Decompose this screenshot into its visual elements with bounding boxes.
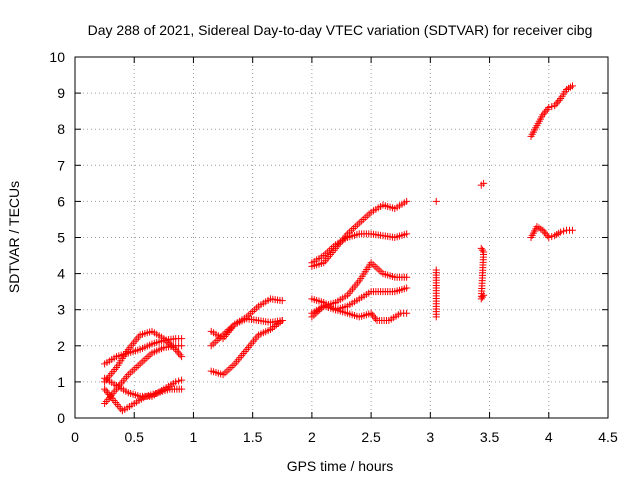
data-point — [367, 309, 375, 317]
data-point — [278, 317, 286, 325]
data-point — [545, 234, 553, 241]
x-tick-label: 3 — [426, 429, 434, 445]
y-tick-label: 10 — [49, 49, 65, 65]
series-arc-h — [207, 317, 286, 379]
data-point — [175, 377, 183, 385]
y-tick-label: 7 — [57, 157, 65, 173]
data-point — [403, 284, 411, 292]
data-point — [539, 226, 547, 234]
data-point — [105, 391, 113, 399]
x-tick-label: 2 — [308, 429, 316, 445]
data-point — [104, 389, 112, 397]
data-point — [176, 351, 184, 359]
data-point — [542, 230, 550, 238]
data-point — [548, 103, 556, 111]
y-tick-label: 1 — [57, 374, 65, 390]
series-arc-n — [432, 197, 440, 321]
data-point — [178, 385, 186, 393]
data-point — [173, 347, 181, 355]
data-point — [480, 291, 488, 299]
data-point — [480, 179, 488, 187]
data-point — [372, 315, 380, 323]
data-point — [403, 309, 411, 317]
x-tick-label: 2.5 — [361, 429, 381, 445]
data-point — [175, 349, 183, 357]
data-point — [568, 82, 576, 90]
data-point — [560, 227, 568, 235]
data-point — [551, 102, 559, 110]
x-tick-label: 0 — [71, 429, 79, 445]
data-point — [542, 107, 550, 115]
y-tick-label: 0 — [57, 410, 65, 426]
data-point — [548, 233, 556, 241]
data-point — [543, 232, 551, 240]
series-arc-i — [308, 197, 411, 270]
data-point — [540, 109, 548, 117]
data-point — [552, 100, 560, 108]
data-point — [432, 313, 440, 321]
axis-ticks: 0 0.5 1 1.5 2 2.5 3 3.5 4 4.5 0 1 2 3 4 5 6 7 8 9 10 — [49, 49, 618, 445]
grid — [75, 57, 608, 418]
series-arc-p — [527, 82, 576, 140]
x-axis-label: GPS time / hours — [287, 458, 394, 474]
data-point — [539, 111, 547, 119]
y-tick-label: 9 — [57, 85, 65, 101]
data-point — [101, 385, 109, 393]
data-point — [403, 230, 411, 238]
series-arc-c — [101, 342, 186, 408]
data-point — [403, 273, 411, 281]
chart-title: Day 288 of 2021, Sidereal Day-to-day VTE… — [88, 22, 593, 38]
series-arc-k — [308, 259, 411, 321]
data-point — [477, 295, 485, 303]
data-point — [370, 313, 378, 321]
data-point — [178, 353, 186, 361]
data-point — [545, 104, 553, 112]
series-arc-j — [308, 230, 411, 267]
y-tick-label: 6 — [57, 193, 65, 209]
data-point — [557, 228, 565, 236]
x-tick-label: 4 — [545, 429, 553, 445]
data-point — [478, 246, 486, 254]
x-tick-label: 1.5 — [243, 429, 263, 445]
data-point — [178, 335, 186, 343]
data-point — [178, 342, 186, 350]
data-point — [478, 293, 486, 301]
data-point — [432, 197, 440, 205]
data-points — [101, 82, 576, 415]
data-point — [178, 376, 186, 384]
data-point — [172, 378, 180, 386]
x-tick-label: 0.5 — [124, 429, 144, 445]
series-arc-e — [101, 374, 186, 400]
x-tick-label: 1 — [190, 429, 198, 445]
y-tick-label: 3 — [57, 302, 65, 318]
data-point — [554, 98, 562, 106]
y-tick-label: 8 — [57, 121, 65, 137]
data-point — [555, 96, 563, 104]
y-tick-label: 2 — [57, 338, 65, 354]
data-point — [543, 105, 551, 113]
data-point — [403, 197, 411, 205]
x-tick-label: 3.5 — [480, 429, 500, 445]
y-tick-label: 5 — [57, 230, 65, 246]
y-axis-label: SDTVAR / TECUs — [6, 181, 22, 293]
y-tick-label: 4 — [57, 266, 65, 282]
data-point — [568, 226, 576, 234]
data-point — [278, 297, 286, 305]
series-arc-o — [477, 179, 488, 303]
data-point — [369, 311, 377, 319]
x-tick-label: 4.5 — [598, 429, 618, 445]
series-arc-m — [308, 295, 411, 325]
data-point — [477, 244, 485, 252]
series-arc-q — [527, 223, 576, 241]
data-point — [540, 228, 548, 236]
data-point — [102, 387, 110, 395]
